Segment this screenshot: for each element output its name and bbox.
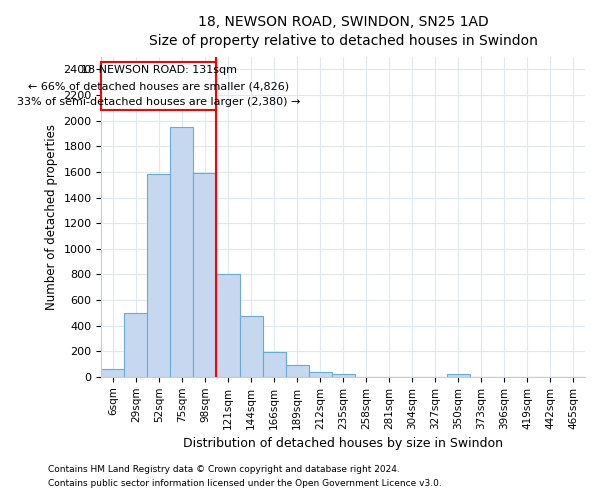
Bar bbox=[124, 313, 148, 377]
Text: ← 66% of detached houses are smaller (4,826): ← 66% of detached houses are smaller (4,… bbox=[28, 81, 289, 91]
Bar bbox=[286, 366, 308, 377]
Bar bbox=[332, 374, 355, 377]
Bar bbox=[217, 274, 239, 377]
Y-axis label: Number of detached properties: Number of detached properties bbox=[45, 124, 58, 310]
Text: 33% of semi-detached houses are larger (2,380) →: 33% of semi-detached houses are larger (… bbox=[17, 98, 301, 108]
Title: 18, NEWSON ROAD, SWINDON, SN25 1AD
Size of property relative to detached houses : 18, NEWSON ROAD, SWINDON, SN25 1AD Size … bbox=[149, 15, 538, 48]
Bar bbox=[148, 174, 170, 377]
Text: 18 NEWSON ROAD: 131sqm: 18 NEWSON ROAD: 131sqm bbox=[81, 65, 237, 75]
Text: Contains HM Land Registry data © Crown copyright and database right 2024.: Contains HM Land Registry data © Crown c… bbox=[48, 466, 400, 474]
Bar bbox=[308, 372, 332, 377]
Bar bbox=[239, 316, 263, 377]
Bar bbox=[101, 62, 217, 110]
Bar bbox=[447, 374, 470, 377]
Bar bbox=[170, 127, 193, 377]
Bar bbox=[263, 352, 286, 377]
X-axis label: Distribution of detached houses by size in Swindon: Distribution of detached houses by size … bbox=[183, 437, 503, 450]
Bar bbox=[193, 173, 217, 377]
Bar bbox=[101, 369, 124, 377]
Text: Contains public sector information licensed under the Open Government Licence v3: Contains public sector information licen… bbox=[48, 479, 442, 488]
